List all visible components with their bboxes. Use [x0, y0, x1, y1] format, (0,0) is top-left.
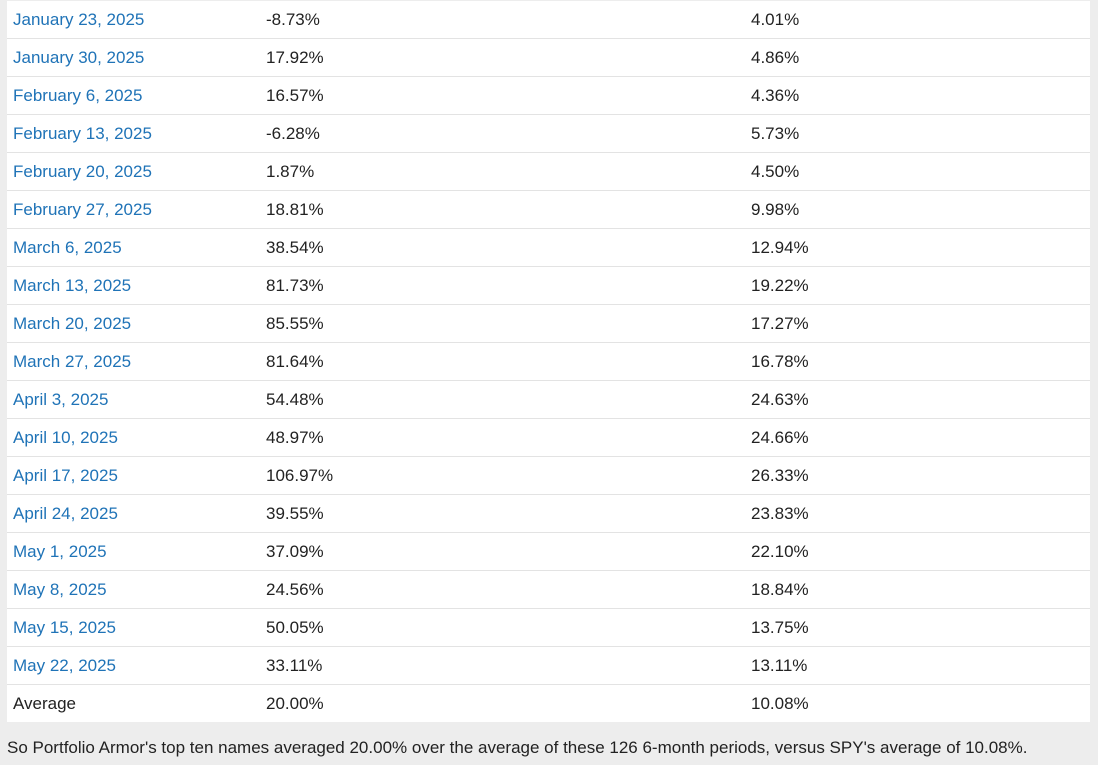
portfolio-return-cell: 54.48% — [260, 380, 745, 419]
date-link[interactable]: May 22, 2025 — [13, 655, 117, 675]
date-cell: April 3, 2025 — [7, 380, 260, 419]
portfolio-return-cell: 38.54% — [260, 228, 745, 267]
date-cell: May 8, 2025 — [7, 570, 260, 609]
date-cell: February 27, 2025 — [7, 190, 260, 229]
date-link[interactable]: March 6, 2025 — [13, 237, 122, 257]
date-cell: March 6, 2025 — [7, 228, 260, 267]
spy-return-cell: 9.98% — [745, 190, 1090, 229]
portfolio-return-cell: 81.73% — [260, 266, 745, 305]
date-link[interactable]: January 23, 2025 — [13, 9, 145, 29]
portfolio-return-cell: 48.97% — [260, 418, 745, 457]
table-row: February 6, 2025 16.57% 4.36% — [7, 76, 1090, 115]
table-row: May 1, 2025 37.09% 22.10% — [7, 532, 1090, 571]
date-cell: May 15, 2025 — [7, 608, 260, 647]
date-link[interactable]: May 15, 2025 — [13, 617, 117, 637]
date-cell: April 10, 2025 — [7, 418, 260, 457]
portfolio-return-cell: 50.05% — [260, 608, 745, 647]
spy-return-cell: 13.75% — [745, 608, 1090, 647]
spy-return-cell: 4.50% — [745, 152, 1090, 191]
portfolio-return-cell: -8.73% — [260, 1, 745, 39]
date-cell: February 13, 2025 — [7, 114, 260, 153]
date-cell: March 20, 2025 — [7, 304, 260, 343]
average-label: Average — [13, 693, 77, 713]
table-row: February 20, 2025 1.87% 4.50% — [7, 152, 1090, 191]
portfolio-return-cell: 24.56% — [260, 570, 745, 609]
date-link[interactable]: February 13, 2025 — [13, 123, 152, 143]
spy-return-cell: 4.36% — [745, 76, 1090, 115]
portfolio-return-cell: 37.09% — [260, 532, 745, 571]
table-row: March 27, 2025 81.64% 16.78% — [7, 342, 1090, 381]
portfolio-return-cell: 16.57% — [260, 76, 745, 115]
portfolio-return-cell: 18.81% — [260, 190, 745, 229]
date-link[interactable]: February 20, 2025 — [13, 161, 152, 181]
date-link[interactable]: May 1, 2025 — [13, 541, 107, 561]
spy-return-cell: 23.83% — [745, 494, 1090, 533]
returns-table: January 23, 2025 -8.73% 4.01% January 30… — [7, 1, 1090, 722]
spy-return-cell: 17.27% — [745, 304, 1090, 343]
date-link[interactable]: March 13, 2025 — [13, 275, 132, 295]
spy-return-cell: 16.78% — [745, 342, 1090, 381]
table-row: March 20, 2025 85.55% 17.27% — [7, 304, 1090, 343]
spy-return-cell: 19.22% — [745, 266, 1090, 305]
average-spy-return: 10.08% — [751, 693, 809, 713]
date-link[interactable]: March 27, 2025 — [13, 351, 132, 371]
date-cell: April 24, 2025 — [7, 494, 260, 533]
table-row: May 22, 2025 33.11% 13.11% — [7, 646, 1090, 685]
table-row: February 13, 2025 -6.28% 5.73% — [7, 114, 1090, 153]
portfolio-return-cell: 17.92% — [260, 38, 745, 77]
table-row: February 27, 2025 18.81% 9.98% — [7, 190, 1090, 229]
spy-return-cell: 24.63% — [745, 380, 1090, 419]
spy-return-cell: 4.01% — [745, 1, 1090, 39]
date-link[interactable]: March 20, 2025 — [13, 313, 132, 333]
spy-return-cell: 4.86% — [745, 38, 1090, 77]
date-cell: March 27, 2025 — [7, 342, 260, 381]
table-row: April 24, 2025 39.55% 23.83% — [7, 494, 1090, 533]
table-row: January 23, 2025 -8.73% 4.01% — [7, 1, 1090, 39]
table-row: May 15, 2025 50.05% 13.75% — [7, 608, 1090, 647]
portfolio-return-cell: 106.97% — [260, 456, 745, 495]
returns-table-container: January 23, 2025 -8.73% 4.01% January 30… — [7, 1, 1090, 722]
table-row: April 17, 2025 106.97% 26.33% — [7, 456, 1090, 495]
date-cell: April 17, 2025 — [7, 456, 260, 495]
table-row: April 3, 2025 54.48% 24.63% — [7, 380, 1090, 419]
table-row: January 30, 2025 17.92% 4.86% — [7, 38, 1090, 77]
date-cell: February 20, 2025 — [7, 152, 260, 191]
portfolio-return-cell: 33.11% — [260, 646, 745, 685]
date-cell: January 23, 2025 — [7, 1, 260, 39]
date-link[interactable]: April 17, 2025 — [13, 465, 118, 485]
spy-return-cell: 12.94% — [745, 228, 1090, 267]
table-row: April 10, 2025 48.97% 24.66% — [7, 418, 1090, 457]
spy-return-cell: 22.10% — [745, 532, 1090, 571]
returns-table-body: January 23, 2025 -8.73% 4.01% January 30… — [7, 1, 1090, 722]
portfolio-return-cell: 81.64% — [260, 342, 745, 381]
spy-return-cell: 26.33% — [745, 456, 1090, 495]
date-link[interactable]: April 3, 2025 — [13, 389, 109, 409]
date-link[interactable]: April 10, 2025 — [13, 427, 118, 447]
date-cell: January 30, 2025 — [7, 38, 260, 77]
table-row: May 8, 2025 24.56% 18.84% — [7, 570, 1090, 609]
table-row: March 6, 2025 38.54% 12.94% — [7, 228, 1090, 267]
date-link[interactable]: January 30, 2025 — [13, 47, 145, 67]
date-cell: February 6, 2025 — [7, 76, 260, 115]
date-cell: March 13, 2025 — [7, 266, 260, 305]
summary-paragraph: So Portfolio Armor's top ten names avera… — [7, 738, 1028, 757]
date-link[interactable]: April 24, 2025 — [13, 503, 118, 523]
average-portfolio-return: 20.00% — [266, 693, 324, 713]
table-row: March 13, 2025 81.73% 19.22% — [7, 266, 1090, 305]
spy-return-cell: 13.11% — [745, 646, 1090, 685]
portfolio-return-cell: 39.55% — [260, 494, 745, 533]
date-link[interactable]: May 8, 2025 — [13, 579, 107, 599]
portfolio-return-cell: -6.28% — [260, 114, 745, 153]
average-row: Average 20.00% 10.08% — [7, 685, 1090, 723]
date-cell: May 1, 2025 — [7, 532, 260, 571]
spy-return-cell: 5.73% — [745, 114, 1090, 153]
date-link[interactable]: February 6, 2025 — [13, 85, 143, 105]
portfolio-return-cell: 1.87% — [260, 152, 745, 191]
date-link[interactable]: February 27, 2025 — [13, 199, 152, 219]
spy-return-cell: 24.66% — [745, 418, 1090, 457]
date-cell: May 22, 2025 — [7, 646, 260, 685]
spy-return-cell: 18.84% — [745, 570, 1090, 609]
portfolio-return-cell: 85.55% — [260, 304, 745, 343]
